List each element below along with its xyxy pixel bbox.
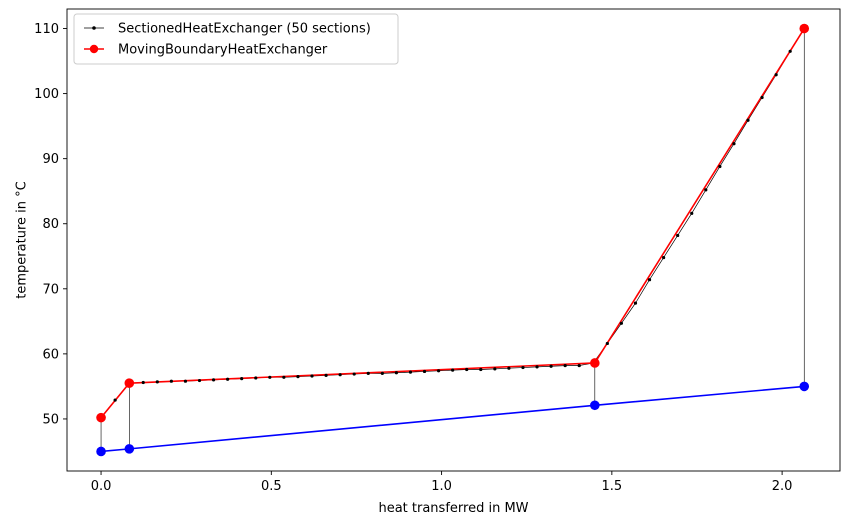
series-2-point-28 [493,367,497,371]
y-tick-label-1: 60 [42,347,59,362]
series-0-point-1 [124,378,135,388]
series-2-point-48 [774,73,778,77]
series-2-point-43 [704,188,708,192]
y-tick-label-6: 110 [34,22,59,37]
series-2-point-31 [535,365,539,369]
series-2-point-37 [619,321,624,325]
series-lines [100,28,805,453]
y-axis-title: temperature in °C [15,181,30,298]
series-2-point-19 [366,371,370,375]
x-tick-label-0: 0.0 [91,479,112,494]
x-tick-label-2: 1.0 [431,479,452,494]
series-2-point-30 [521,365,525,370]
series-2-point-14 [296,375,300,379]
series-1-point-2 [590,400,600,411]
series-2-point-26 [465,367,469,372]
axes: 0.0 0.5 1.0 1.5 2.0 50 60 70 80 90 100 110 [34,8,841,494]
series-2-point-20 [380,371,384,375]
series-1-point-3 [799,381,810,392]
series-2-point-23 [422,369,427,374]
connector-lines [100,28,805,452]
series-2-point-9 [226,377,230,381]
series-2-point-11 [254,376,258,380]
series-2-point-44 [718,164,722,169]
series-2-point-16 [324,373,328,377]
series-2-point-3 [141,380,145,385]
series-line-0 [100,28,805,419]
series-2-point-38 [633,301,638,305]
series-2-point-47 [760,95,764,100]
y-tick-label-3: 80 [42,217,59,232]
series-2-point-13 [282,375,286,379]
series-2-point-21 [394,371,398,375]
series-line-1 [100,385,805,453]
series-2-point-34 [577,363,581,368]
legend-label-sectioned: SectionedHeatExchanger (50 sections) [118,22,371,37]
x-tick-label-4: 2.0 [772,479,793,494]
series-line-2 [100,28,805,418]
x-axis-title: heat transferred in MW [378,501,528,516]
y-tick-label-0: 50 [42,412,59,427]
series-2-point-7 [197,378,202,383]
series-2-point-33 [563,363,567,368]
series-2-point-42 [690,211,694,215]
series-2-point-29 [507,366,511,370]
series-2-point-24 [436,369,441,373]
legend-box [73,13,399,65]
series-2-point-15 [310,374,314,378]
series-2-point-32 [549,364,553,368]
legend-marker-moving [89,44,99,54]
y-tick-label-4: 90 [42,152,59,167]
series-2-point-5 [169,379,173,383]
y-tick-label-5: 100 [34,87,59,102]
series-2-point-1 [113,398,117,402]
series-2-point-18 [352,372,356,376]
series-2-point-17 [338,373,342,377]
series-0-point-2 [590,358,600,368]
series-1-point-0 [96,446,106,457]
series-2-point-40 [662,255,666,260]
legend-marker-sectioned [92,26,96,30]
series-0-point-3 [799,23,810,34]
series-2-point-8 [211,378,216,382]
series-2-point-49 [788,49,792,53]
series-2-point-36 [605,341,609,346]
series-2-point-10 [240,377,244,381]
series-2-point-22 [408,370,413,374]
series-2-point-4 [155,380,159,384]
series-2-point-27 [479,367,483,372]
series-markers [96,23,810,457]
series-2-point-25 [451,368,455,372]
series-2-point-45 [732,142,736,146]
y-tick-label-2: 70 [42,282,59,297]
series-0-point-0 [96,412,106,423]
plot-frame [66,8,841,472]
series-2-point-39 [647,278,652,282]
series-2-point-46 [746,118,750,122]
legend-label-moving: MovingBoundaryHeatExchanger [118,43,328,58]
series-2-point-12 [268,375,272,379]
x-tick-label-3: 1.5 [602,479,623,494]
series-2-point-6 [183,379,188,383]
series-1-point-1 [124,444,135,454]
legend: SectionedHeatExchanger (50 sections) Mov… [73,13,399,65]
x-tick-label-1: 0.5 [261,479,282,494]
series-2-point-41 [676,233,680,238]
